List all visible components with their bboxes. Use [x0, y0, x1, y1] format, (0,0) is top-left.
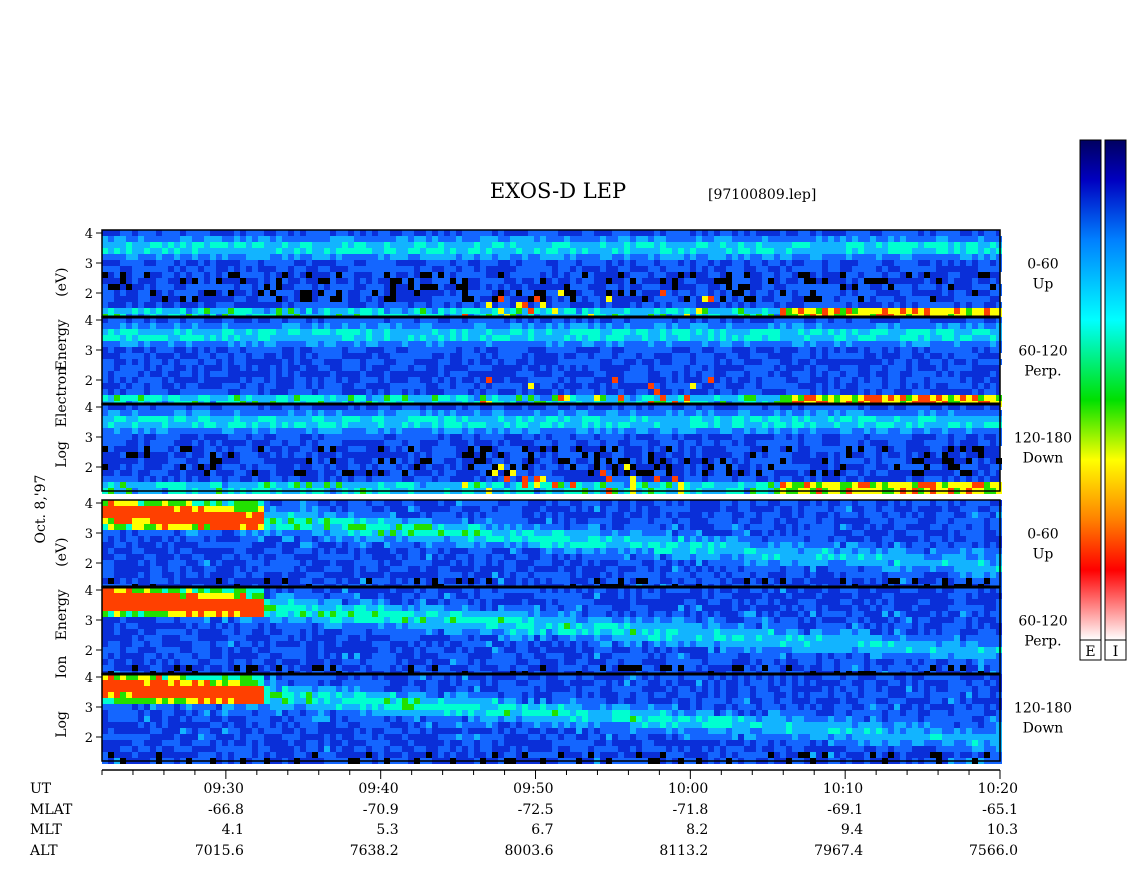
electron-pitch-label: 120-180 [1014, 431, 1072, 447]
ion-ylabel-part: Energy [54, 589, 70, 640]
colorbar-label: I [1113, 644, 1119, 660]
ephemeris-value: 7566.0 [969, 843, 1018, 859]
electron-ytick-label: 2 [85, 374, 93, 389]
spectrogram-panels [101, 229, 1002, 764]
colorbar-i [1104, 139, 1127, 641]
ephemeris-value: -71.8 [672, 802, 708, 818]
ephemeris-value: 09:50 [513, 781, 553, 797]
ephemeris-value: 8.2 [686, 822, 708, 838]
ephemeris-value: 4.1 [222, 822, 244, 838]
ion-ytick-label: 2 [85, 731, 93, 746]
ephemeris-value: -66.8 [208, 802, 244, 818]
ion-ytick-label: 3 [85, 527, 93, 542]
ion-panel-3 [101, 672, 1002, 764]
electron-direction-label: Up [1033, 277, 1054, 293]
ion-direction-label: Perp. [1024, 634, 1061, 650]
electron-direction-label: Down [1023, 451, 1064, 467]
ephemeris-value: 09:30 [204, 781, 244, 797]
ephemeris-table: UT 09:30 09:40 09:50 10:00 10:10 10:20 MLAT -66.… [29, 781, 1018, 859]
electron-pitch-label: 60-120 [1018, 344, 1067, 360]
electron-ytick-label: 2 [85, 287, 93, 302]
ephemeris-row-label: ALT [29, 843, 58, 859]
ephemeris-value: 9.4 [841, 822, 863, 838]
file-name: [97100809.lep] [708, 187, 816, 203]
ephemeris-value: 09:40 [358, 781, 398, 797]
ion-direction-label: Down [1023, 721, 1064, 737]
ephemeris-value: 10.3 [987, 822, 1018, 838]
ion-pitch-label: 0-60 [1027, 527, 1058, 543]
electron-ytick-label: 4 [85, 314, 93, 329]
ion-ytick-label: 4 [85, 584, 93, 599]
electron-ylabel-part: (eV) [54, 268, 70, 297]
ephemeris-row-label: UT [30, 781, 52, 797]
ion-pitch-label: 60-120 [1018, 614, 1067, 630]
ion-ytick-label: 2 [85, 644, 93, 659]
electron-panel-1 [101, 229, 1002, 320]
ephemeris-value: -70.9 [363, 802, 399, 818]
time-axis [101, 769, 1001, 779]
ephemeris-value: 10:10 [823, 781, 863, 797]
colorbar-label: E [1085, 644, 1095, 660]
ion-direction-label: Up [1033, 547, 1054, 563]
ion-panel-2 [101, 585, 1002, 677]
electron-panel-3 [101, 402, 1002, 494]
ephemeris-value: 6.7 [531, 822, 553, 838]
electron-ytick-label: 3 [85, 257, 93, 272]
electron-ytick-label: 3 [85, 344, 93, 359]
ephemeris-value: 10:20 [978, 781, 1018, 797]
ion-ytick-label: 3 [85, 701, 93, 716]
electron-direction-label: Perp. [1024, 364, 1061, 380]
ephemeris-row-label: MLT [30, 822, 62, 838]
ephemeris-value: 8113.2 [659, 843, 708, 859]
ephemeris-value: 10:00 [668, 781, 708, 797]
chart-title: EXOS-D LEP [490, 179, 626, 203]
ephemeris-row-label: MLAT [30, 802, 73, 818]
ion-ytick-label: 2 [85, 557, 93, 572]
electron-ytick-label: 4 [85, 401, 93, 416]
ephemeris-value: 7638.2 [350, 843, 399, 859]
ephemeris-value: -65.1 [982, 802, 1018, 818]
electron-pitch-label: 0-60 [1027, 257, 1058, 273]
electron-ytick-label: 3 [85, 431, 93, 446]
ion-ylabel-part: Log [54, 711, 70, 738]
ion-pitch-label: 120-180 [1014, 701, 1072, 717]
ion-ytick-label: 4 [85, 497, 93, 512]
ephemeris-value: -72.5 [518, 802, 554, 818]
ion-ytick-label: 4 [85, 671, 93, 686]
electron-panel-2 [101, 315, 1002, 407]
ephemeris-value: -69.1 [827, 802, 863, 818]
electron-ytick-label: 2 [85, 461, 93, 476]
date-label: Oct. 8,'97 [33, 475, 49, 544]
electron-ylabel-part: Electron [54, 367, 70, 428]
ephemeris-value: 7967.4 [814, 843, 863, 859]
ephemeris-value: 7015.6 [195, 843, 244, 859]
panel-labels: 4 3 2 0-60 Up 4 3 2 60-120 Perp. 4 3 2 120-180 Down Log… [54, 227, 1072, 746]
ephemeris-value: 8003.6 [505, 843, 554, 859]
ephemeris-value: 5.3 [376, 822, 398, 838]
ion-ytick-label: 3 [85, 614, 93, 629]
ion-ylabel-part: Ion [54, 656, 70, 679]
ion-ylabel-part: (eV) [54, 538, 70, 567]
electron-ylabel-part: Energy [54, 319, 70, 370]
colorbar-e [1079, 139, 1102, 641]
ion-panel-1 [101, 499, 1002, 590]
electron-ytick-label: 4 [85, 227, 93, 242]
electron-ylabel-part: Log [54, 441, 70, 468]
